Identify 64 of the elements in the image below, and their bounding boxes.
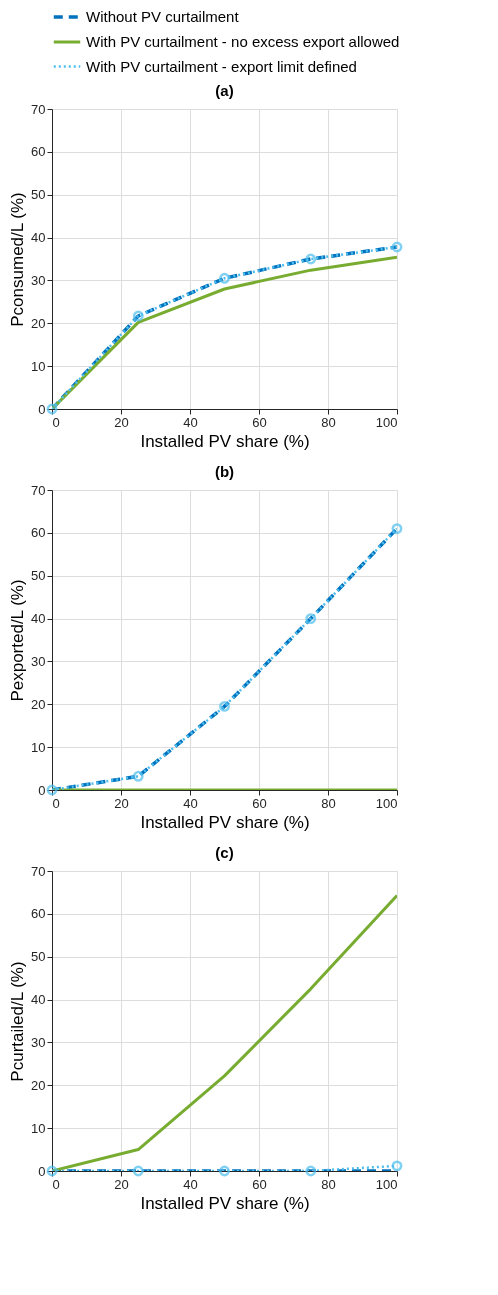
y-tick-label: 70 (31, 482, 46, 498)
point (391, 241, 403, 253)
y-tick-label: 20 (31, 1077, 46, 1093)
x-tick-label: 100 (375, 795, 398, 811)
legend-label: Without PV curtailment (86, 8, 240, 25)
x-axis-title: Installed PV share (%) (140, 812, 310, 832)
chart-title: (a) (215, 82, 234, 99)
y-axis-title: Pcurtailed/L (%) (8, 961, 28, 1082)
y-tick-label: 10 (31, 739, 46, 755)
point (305, 613, 317, 624)
y-axis-title: Pexported/L (%) (8, 579, 28, 702)
y-tick-label: 20 (31, 315, 46, 331)
x-tick-label: 60 (252, 1176, 267, 1192)
y-tick-label: 40 (31, 230, 46, 246)
point (46, 403, 58, 415)
chart-title: (c) (215, 844, 234, 861)
x-tick-label: 80 (321, 795, 336, 811)
y-tick-label: 70 (31, 863, 46, 879)
y-tick-label: 60 (31, 525, 46, 541)
y-tick-label: 30 (31, 653, 46, 669)
x-axis-title: Installed PV share (%) (140, 1193, 310, 1213)
legend-label: With PV curtailment - export limit defined (86, 57, 357, 75)
y-tick-label: 20 (31, 696, 46, 712)
x-tick-label: 20 (114, 1176, 129, 1192)
y-tick-label: 10 (31, 1120, 46, 1136)
y-tick-label: 50 (31, 568, 46, 584)
x-tick-label: 80 (321, 1176, 336, 1192)
y-tick-label: 0 (38, 1163, 46, 1179)
y-tick-label: 40 (31, 992, 46, 1008)
y-tick-label: 0 (38, 401, 46, 417)
x-tick-label: 60 (252, 414, 267, 430)
point (219, 272, 230, 284)
legend-label: With PV curtailment - no excess export allowed (86, 33, 400, 50)
y-axis-title: Pconsumed/L (%) (8, 192, 28, 327)
y-tick-label: 0 (38, 782, 46, 798)
y-tick-label: 60 (31, 144, 46, 160)
x-tick-label: 100 (375, 414, 398, 430)
x-tick-label: 40 (183, 1176, 198, 1192)
x-tick-label: 80 (321, 414, 336, 430)
x-tick-label: 0 (52, 1176, 60, 1192)
y-tick-label: 50 (31, 949, 46, 965)
y-tick-label: 60 (31, 906, 46, 922)
point (305, 253, 317, 265)
x-tick-label: 0 (52, 795, 60, 811)
point (132, 770, 144, 782)
y-tick-label: 70 (31, 101, 46, 117)
y-tick-label: 30 (31, 1034, 46, 1050)
point (391, 523, 403, 534)
x-tick-label: 100 (375, 1176, 398, 1192)
x-tick-label: 60 (252, 795, 267, 811)
y-tick-label: 30 (31, 272, 46, 288)
x-tick-label: 40 (183, 414, 198, 430)
point (132, 310, 144, 322)
x-tick-label: 40 (183, 795, 198, 811)
x-tick-label: 20 (114, 795, 129, 811)
x-axis-title: Installed PV share (%) (140, 431, 310, 451)
x-tick-label: 0 (52, 414, 60, 430)
x-tick-label: 20 (114, 414, 129, 430)
point (219, 701, 230, 712)
y-tick-label: 50 (31, 187, 46, 203)
y-tick-label: 40 (31, 611, 46, 627)
y-tick-label: 10 (31, 358, 46, 374)
point (46, 784, 58, 796)
chart-title: (b) (214, 463, 235, 480)
